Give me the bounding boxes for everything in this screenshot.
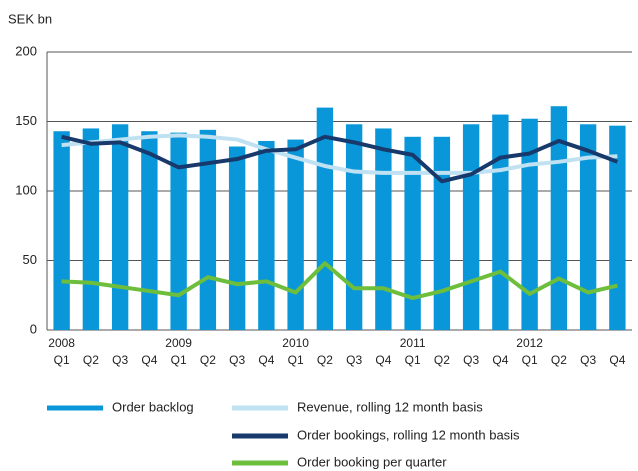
line [61,261,618,301]
x-tick-label: Q2 [83,353,99,367]
x-group-label: 2008 [48,336,75,350]
x-tick-label: Q1 [54,353,70,367]
line [61,134,619,184]
x-group-label: 2011 [400,336,426,350]
bar [433,136,451,330]
bar [609,125,626,330]
bar [492,114,509,330]
y-tick-label: 0 [30,321,37,336]
bar [170,132,187,330]
bar [521,118,538,330]
legend-label: Order backlog [112,399,194,414]
bar [404,136,421,330]
x-tick-label: Q4 [141,353,157,367]
y-tick-label: 200 [15,43,37,58]
bar [258,140,275,330]
bar [579,124,597,330]
x-group-label: 2009 [165,336,192,350]
bar [199,129,217,330]
bar [287,139,304,330]
bar [82,128,100,330]
x-tick-label: Q3 [112,353,128,367]
x-tick-label: Q4 [375,353,391,367]
x-tick-label: Q4 [258,353,274,367]
legend-label: Order booking per quarter [297,454,447,469]
x-tick-label: Q3 [463,353,479,367]
bar [111,124,129,330]
bar [228,146,246,330]
y-tick-label: 50 [23,252,37,267]
y-tick-label: 150 [15,113,37,128]
y-tick-label: 100 [15,182,37,197]
x-tick-label: Q1 [522,353,538,367]
y-axis-label: SEK bn [8,11,52,26]
legend-label: Order bookings, rolling 12 month basis [297,427,520,442]
bar [462,124,480,330]
bar [53,131,70,330]
x-tick-label: Q1 [405,353,421,367]
bar [375,128,392,330]
x-tick-label: Q2 [434,353,450,367]
x-tick-label: Q2 [551,353,567,367]
x-tick-label: Q4 [492,353,508,367]
x-tick-label: Q3 [229,353,245,367]
legend-label: Revenue, rolling 12 month basis [297,399,483,414]
line [61,133,618,175]
x-group-label: 2012 [516,336,543,350]
bar [345,124,363,330]
x-tick-label: Q3 [346,353,362,367]
x-tick-label: Q1 [171,353,187,367]
x-tick-label: Q2 [317,353,333,367]
x-group-label: 2010 [282,336,309,350]
bar [141,131,158,330]
x-tick-label: Q1 [288,353,304,367]
x-tick-label: Q4 [609,353,625,367]
x-tick-label: Q3 [580,353,596,367]
x-tick-label: Q2 [200,353,216,367]
